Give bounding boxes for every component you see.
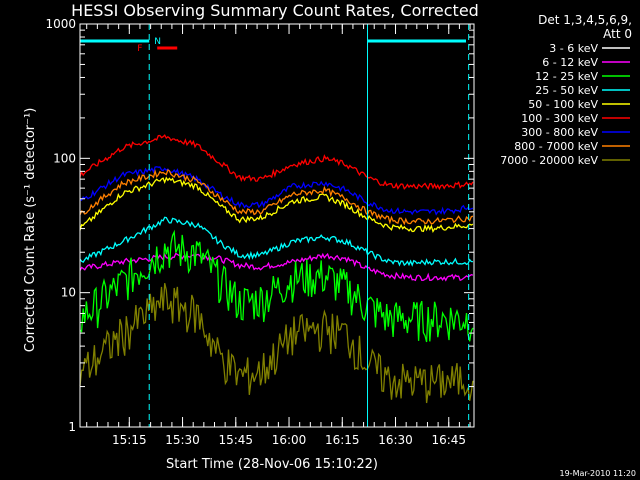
- y-tick-label-3: 1000: [45, 17, 76, 31]
- x-tick-label-2: 15:45: [218, 433, 253, 447]
- y-tick-label-2: 100: [53, 151, 76, 165]
- series-line-6: [79, 166, 474, 216]
- x-axis-label: Start Time (28-Nov-06 15:10:22): [166, 457, 378, 472]
- legend-label-3: 25 - 50 keV: [535, 84, 598, 97]
- x-tick-label-6: 16:45: [431, 433, 466, 447]
- legend-label-6: 300 - 800 keV: [521, 126, 598, 139]
- x-tick-label-0: 15:15: [112, 433, 147, 447]
- series-line-7: [79, 169, 474, 226]
- x-tick-label-4: 16:15: [325, 433, 360, 447]
- timestamp: 19-Mar-2010 11:20: [560, 469, 637, 478]
- marker-label-f: F: [137, 44, 142, 54]
- marker-label-n: N: [154, 37, 161, 47]
- axes: 1 10 100 1000 15:15 15:30 15:45 16:00 16:15 16:30…: [45, 17, 475, 447]
- y-axis-label: Corrected Count Rate (s⁻¹ detector⁻¹): [23, 108, 38, 353]
- legend-label-5: 100 - 300 keV: [521, 112, 598, 125]
- legend-label-2: 12 - 25 keV: [535, 70, 598, 83]
- legend-label-8: 7000 - 20000 keV: [500, 154, 598, 167]
- y-tick-label-1: 10: [61, 286, 76, 300]
- series-line-4: [79, 176, 474, 233]
- series-line-3: [79, 216, 473, 267]
- series-line-5: [79, 134, 474, 191]
- x-tick-label-3: 16:00: [272, 433, 307, 447]
- plot-frame: [79, 23, 475, 428]
- series-line-2: [79, 229, 474, 343]
- x-tick-label-5: 16:30: [378, 433, 413, 447]
- y-tick-label-0: 1: [68, 420, 76, 434]
- plot-area: NF: [79, 24, 474, 427]
- legend-label-4: 50 - 100 keV: [528, 98, 598, 111]
- legend-label-1: 6 - 12 keV: [542, 56, 598, 69]
- legend-label-7: 800 - 7000 keV: [514, 140, 598, 153]
- series-line-1: [79, 252, 474, 282]
- x-tick-label-1: 15:30: [165, 433, 200, 447]
- chart-title: HESSI Observing Summary Count Rates, Cor…: [71, 1, 479, 20]
- legend-label-0: 3 - 6 keV: [549, 42, 598, 55]
- legend-header-line-2: Att 0: [603, 27, 632, 41]
- legend-header-line-1: Det 1,3,4,5,6,9,: [538, 13, 632, 27]
- series-line-8: [79, 283, 474, 404]
